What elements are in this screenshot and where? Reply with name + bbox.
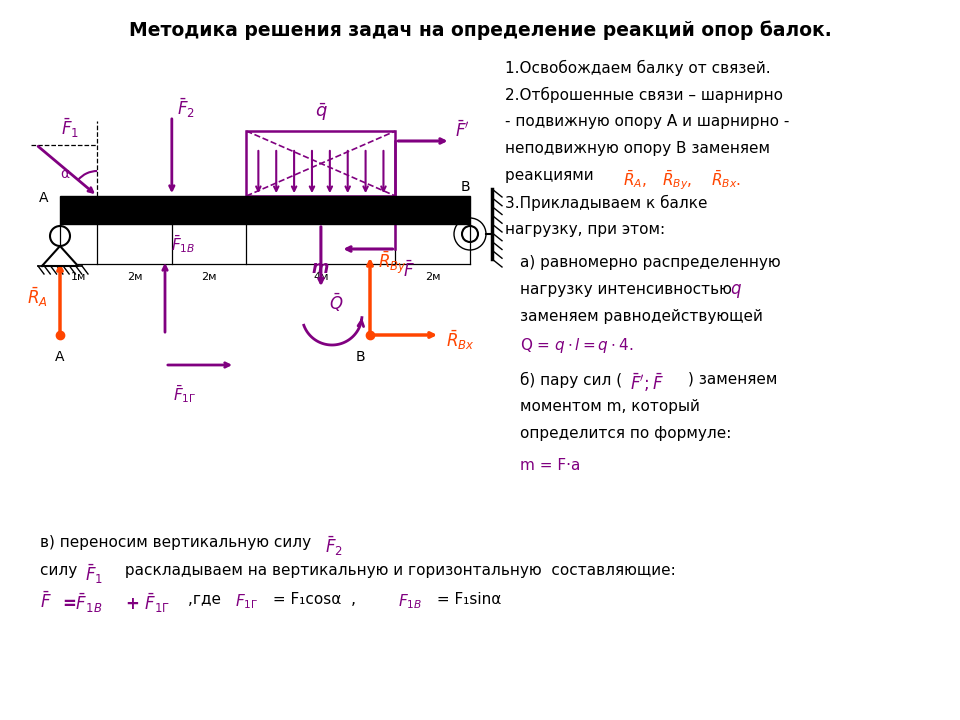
Text: A: A <box>56 350 64 364</box>
Text: 3.Прикладываем к балке: 3.Прикладываем к балке <box>505 195 708 211</box>
Text: $F_{1\Gamma}$: $F_{1\Gamma}$ <box>235 592 258 611</box>
Text: = F₁sinα: = F₁sinα <box>432 592 501 607</box>
Text: реакциями: реакциями <box>505 168 598 183</box>
Text: m: m <box>311 259 328 277</box>
Text: m = F·a: m = F·a <box>520 458 581 473</box>
Text: $\bar{R}_A,$: $\bar{R}_A,$ <box>623 168 647 190</box>
Text: Методика решения задач на определение реакций опор балок.: Методика решения задач на определение ре… <box>129 20 831 40</box>
Text: B: B <box>460 180 469 194</box>
Bar <box>247 131 396 196</box>
Text: $\bar{F}_1$: $\bar{F}_1$ <box>85 563 103 587</box>
Text: 1.Освобождаем балку от связей.: 1.Освобождаем балку от связей. <box>505 60 771 76</box>
Text: ) заменяем: ) заменяем <box>688 372 778 387</box>
Text: $\bar{F}$: $\bar{F}$ <box>403 261 416 282</box>
Text: 1м: 1м <box>71 272 86 282</box>
Text: раскладываем на вертикальную и горизонтальную  составляющие:: раскладываем на вертикальную и горизонта… <box>120 563 676 578</box>
Bar <box>60 196 470 224</box>
Text: B: B <box>355 350 365 364</box>
Text: $\bar{R}_{Bx}$: $\bar{R}_{Bx}$ <box>446 328 474 352</box>
Text: 4м: 4м <box>313 272 328 282</box>
Text: + $\bar{F}_{1\Gamma}$: + $\bar{F}_{1\Gamma}$ <box>125 592 170 616</box>
Text: $\bar{R}_A$: $\bar{R}_A$ <box>27 285 48 309</box>
Text: $\bar{F}_1$: $\bar{F}_1$ <box>61 116 80 140</box>
Text: определится по формуле:: определится по формуле: <box>520 426 732 441</box>
Text: $\bar{F}_{1\Gamma}$: $\bar{F}_{1\Gamma}$ <box>173 383 197 405</box>
Text: $\bar{F}_2$: $\bar{F}_2$ <box>325 535 343 559</box>
Text: $\bar{F}$: $\bar{F}$ <box>40 592 52 613</box>
Text: $\bar{F}'; \bar{F}$: $\bar{F}'; \bar{F}$ <box>630 372 664 395</box>
Text: =$\bar{F}_{1B}$: =$\bar{F}_{1B}$ <box>62 592 103 616</box>
Text: силу: силу <box>40 563 83 578</box>
Text: а) равномерно распределенную: а) равномерно распределенную <box>520 255 780 270</box>
Text: = F₁cosα  ,: = F₁cosα , <box>268 592 371 607</box>
Text: $\bar{R}_{By},$: $\bar{R}_{By},$ <box>662 168 692 192</box>
Text: - подвижную опору А и шарнирно -: - подвижную опору А и шарнирно - <box>505 114 789 129</box>
Text: Q = $q\cdot l = q\cdot 4.$: Q = $q\cdot l = q\cdot 4.$ <box>520 336 634 355</box>
Text: $\bar{q}$: $\bar{q}$ <box>315 102 327 123</box>
Text: заменяем равнодействующей: заменяем равнодействующей <box>520 309 763 324</box>
Polygon shape <box>42 246 78 266</box>
Text: $\bar{F}'$: $\bar{F}'$ <box>455 121 470 141</box>
Text: $F_{1B}$: $F_{1B}$ <box>398 592 422 611</box>
Text: $\bar{F}_2$: $\bar{F}_2$ <box>177 96 195 120</box>
Text: A: A <box>38 191 48 205</box>
Text: $\bar{R}_{Bx}.$: $\bar{R}_{Bx}.$ <box>711 168 741 190</box>
Text: 2м: 2м <box>425 272 441 282</box>
Text: $q$: $q$ <box>730 282 742 300</box>
Text: 2м: 2м <box>127 272 142 282</box>
Text: в) переносим вертикальную силу: в) переносим вертикальную силу <box>40 535 316 550</box>
Text: $\bar{R}_{By}$: $\bar{R}_{By}$ <box>378 250 407 276</box>
Text: нагрузку интенсивностью: нагрузку интенсивностью <box>520 282 736 297</box>
Text: моментом m, который: моментом m, который <box>520 399 700 414</box>
Text: нагрузку, при этом:: нагрузку, при этом: <box>505 222 665 237</box>
Text: 2.Отброшенные связи – шарнирно: 2.Отброшенные связи – шарнирно <box>505 87 783 103</box>
Text: 2м: 2м <box>202 272 217 282</box>
Text: ,где: ,где <box>188 592 235 607</box>
Text: $\bar{F}_{1B}$: $\bar{F}_{1B}$ <box>171 233 196 255</box>
Text: $\bar{Q}$: $\bar{Q}$ <box>329 292 344 315</box>
Text: б) пару сил (: б) пару сил ( <box>520 372 622 388</box>
Text: α: α <box>60 167 70 181</box>
Text: неподвижную опору В заменяем: неподвижную опору В заменяем <box>505 141 770 156</box>
